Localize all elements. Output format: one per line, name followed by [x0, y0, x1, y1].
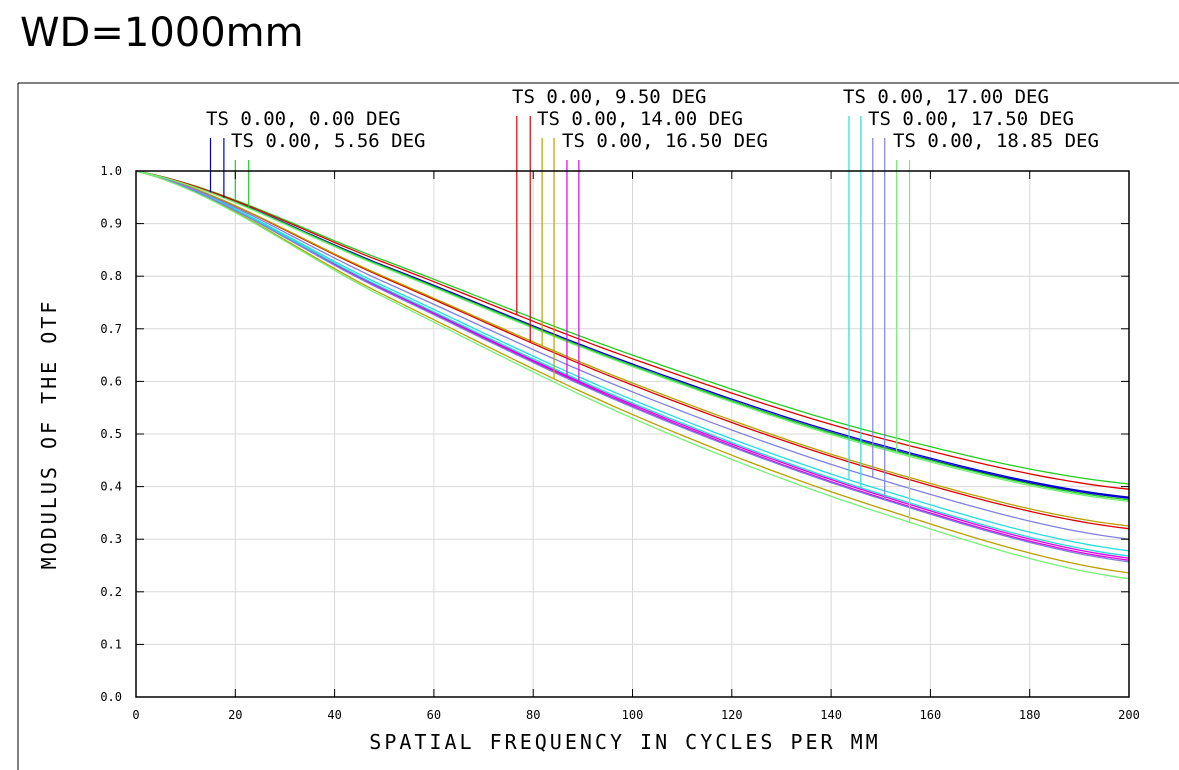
- y-tick-label: 0.7: [100, 322, 122, 336]
- y-tick-label: 0.9: [100, 217, 122, 231]
- field-label: TS 0.00, 5.56 DEG: [231, 130, 425, 152]
- page-title: WD=1000mm: [20, 10, 304, 56]
- mtf-curve-s: [135, 170, 1130, 574]
- mtf-curve-s: [135, 170, 1130, 501]
- mtf-curve-t: [135, 170, 1130, 490]
- x-tick-label: 120: [721, 708, 743, 722]
- mtf-curve-t: [135, 170, 1130, 502]
- field-label: TS 0.00, 16.50 DEG: [562, 130, 768, 152]
- x-tick-label: 200: [1118, 708, 1140, 722]
- mtf-curve-t: [135, 170, 1130, 485]
- mtf-curve-t: [135, 170, 1130, 527]
- x-tick-label: 60: [427, 708, 441, 722]
- y-tick-label: 0.5: [100, 427, 122, 441]
- y-tick-label: 0.8: [100, 269, 122, 283]
- x-tick-label: 80: [526, 708, 540, 722]
- x-axis-title: SPATIAL FREQUENCY IN CYCLES PER MM: [369, 730, 880, 754]
- y-tick-label: 0.6: [100, 374, 122, 388]
- mtf-curve-t: [135, 170, 1130, 540]
- mtf-curve-t: [135, 170, 1130, 552]
- field-label: TS 0.00, 14.00 DEG: [537, 108, 743, 130]
- y-tick-label: 0.0: [100, 690, 122, 704]
- field-label: TS 0.00, 0.00 DEG: [206, 108, 400, 130]
- field-label: TS 0.00, 18.85 DEG: [893, 130, 1099, 152]
- x-tick-label: 140: [820, 708, 842, 722]
- mtf-curve-s: [135, 170, 1130, 580]
- mtf-curve-s: [135, 170, 1130, 557]
- x-tick-label: 180: [1019, 708, 1041, 722]
- x-tick-label: 160: [920, 708, 942, 722]
- y-tick-label: 0.4: [100, 480, 122, 494]
- y-tick-label: 0.3: [100, 532, 122, 546]
- field-label: TS 0.00, 9.50 DEG: [512, 86, 706, 108]
- field-label: TS 0.00, 17.50 DEG: [868, 108, 1074, 130]
- y-axis-title: MODULUS OF THE OTF: [37, 299, 61, 570]
- x-tick-label: 20: [228, 708, 242, 722]
- y-tick-label: 0.2: [100, 585, 122, 599]
- field-label: TS 0.00, 17.00 DEG: [843, 86, 1049, 108]
- x-tick-label: 0: [132, 708, 139, 722]
- y-tick-label: 0.1: [100, 637, 122, 651]
- y-tick-label: 1.0: [100, 164, 122, 178]
- x-tick-label: 40: [327, 708, 341, 722]
- x-tick-label: 100: [622, 708, 644, 722]
- mtf-curve-s: [135, 170, 1130, 563]
